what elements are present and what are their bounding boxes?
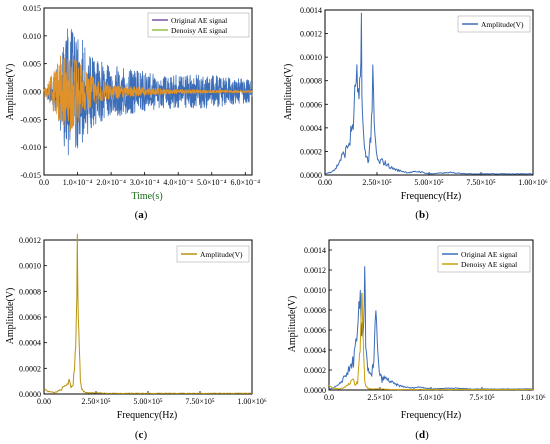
panel-b-ytick-label: 0.0010: [300, 53, 322, 62]
panel-a-ytick-label: 0.000: [23, 88, 41, 97]
panel-a-ytick-label: -0.015: [20, 171, 41, 180]
panel-c-xtick-label: 5.00×10⁵: [133, 397, 163, 406]
panel-c-ytick-label: 0.0000: [19, 390, 41, 399]
panel-a-xtick-label: 4.0×10⁻⁴: [163, 178, 193, 187]
panel-b-xtick-label: 2.50×10⁵: [362, 178, 392, 187]
legend-entry: Amplitude(V): [200, 250, 243, 259]
panel-b-ytick-label: 0.0014: [300, 6, 322, 15]
panel-d-xtick-label: 2.5×10⁵: [367, 393, 393, 402]
panel-a-xlabel: Time(s): [131, 191, 162, 202]
panel-a-xtick-label: 6.0×10⁻⁴: [231, 178, 261, 187]
legend-entry: Original AE signal: [171, 16, 227, 25]
panel-d-xtick-label: 5.0×10⁵: [418, 393, 444, 402]
legend-box: [147, 12, 250, 38]
panel-a-xtick-label: 2.0×10⁻⁴: [96, 178, 126, 187]
series-line-1: [328, 292, 533, 391]
panel-b-label: (b): [415, 209, 429, 221]
panel-a-label: (a): [135, 209, 148, 221]
panel-b-frame: [324, 9, 534, 176]
panel-d-ytick-label: 0.0008: [304, 306, 326, 315]
panel-d-ytick-label: 0.0000: [304, 386, 326, 395]
panel-c-ytick-label: 0.0002: [19, 364, 41, 373]
panel-b-ylabel: Amplitude(V): [283, 64, 294, 121]
panel-d-label: (d): [415, 429, 429, 441]
panel-b-ytick-label: 0.0006: [300, 100, 322, 109]
legend-entry: Denoisy AE signal: [461, 260, 517, 269]
panel-a-ylabel: Amplitude(V): [5, 64, 16, 121]
panel-a-ytick-label: -0.010: [20, 143, 41, 152]
panel-b: Amplitude(V) Frequency(Hz) (b) 0.0014 0.0…: [283, 6, 548, 221]
panel-d-ytick-label: 0.0014: [304, 246, 326, 255]
panel-d-xtick-label: 7.5×10⁵: [469, 393, 495, 402]
legend-box: [176, 245, 250, 263]
panel-d: Amplitude(V) Frequency(Hz) (d) 0.0014 0.0…: [287, 239, 546, 441]
panel-a-ytick-label: 0.015: [23, 4, 41, 13]
panel-a-xtick-label: 0.0: [39, 178, 49, 187]
panel-d-ytick-label: 0.0002: [304, 366, 326, 375]
panel-d-xtick-label: 0.0: [324, 393, 334, 402]
legend-box: [437, 245, 531, 273]
panel-c-xtick-label: 7.50×10⁵: [185, 397, 215, 406]
panel-b-ytick-label: 0.0012: [300, 30, 322, 39]
panel-c-ylabel: Amplitude(V): [5, 288, 16, 345]
legend-entry: Denoisy AE signal: [171, 26, 227, 35]
panel-c-xtick-label: 1.00×10⁶: [237, 397, 267, 406]
panel-c-ytick-label: 0.0004: [19, 339, 41, 348]
series-line-0: [328, 266, 534, 390]
legend-entry: Amplitude(V): [481, 20, 524, 29]
panel-b-ytick-label: 0.0002: [300, 147, 322, 156]
panel-c-xtick-label: 2.50×10⁵: [81, 397, 111, 406]
panel-c-ytick-label: 0.0006: [19, 313, 41, 322]
panel-a-ytick-label: 0.010: [23, 32, 41, 41]
series-line-denoised: [43, 55, 253, 132]
panel-c: Amplitude(V) Frequency(Hz) (c) 0.0012 0.0…: [5, 233, 267, 441]
panel-d-xlabel: Frequency(Hz): [401, 410, 462, 421]
panel-b-xtick-label: 0.00: [318, 178, 332, 187]
panel-c-ytick-label: 0.0012: [19, 236, 41, 245]
panel-c-xlabel: Frequency(Hz): [117, 410, 178, 421]
panel-d-ytick-label: 0.0012: [304, 266, 326, 275]
panel-d-ylabel: Amplitude(V): [287, 296, 298, 353]
panel-b-xtick-label: 1.00×10⁶: [518, 178, 548, 187]
panel-a: Amplitude(V) Time(s) (a) 0.015 0.010 0.005…: [5, 4, 260, 221]
panel-d-ytick-label: 0.0010: [304, 286, 326, 295]
panel-a-xtick-label: 1.0×10⁻⁴: [63, 178, 93, 187]
panel-b-xtick-label: 7.50×10⁵: [466, 178, 496, 187]
panel-c-ytick-label: 0.0010: [19, 262, 41, 271]
panel-b-ytick-label: 0.0008: [300, 77, 322, 86]
legend-entry: Original AE signal: [461, 250, 517, 259]
panel-b-ytick-label: 0.0004: [300, 124, 322, 133]
series-line-0: [43, 233, 253, 394]
series-line-0: [324, 12, 534, 175]
panel-a-xtick-label: 5.0×10⁻⁴: [197, 178, 227, 187]
panel-d-xtick-label: 1.0×10⁶: [520, 393, 546, 402]
series-line-original: [43, 28, 253, 156]
panel-a-xtick-label: 3.0×10⁻⁴: [130, 178, 160, 187]
panel-d-ytick-label: 0.0006: [304, 326, 326, 335]
panel-b-xtick-label: 5.00×10⁵: [414, 178, 444, 187]
legend-box: [457, 15, 531, 33]
panel-d-ytick-label: 0.0004: [304, 346, 326, 355]
panel-b-ytick-label: 0.0000: [300, 171, 322, 180]
panel-c-label: (c): [135, 429, 148, 441]
panel-a-ytick-label: -0.005: [20, 115, 41, 124]
panel-c-xtick-label: 0.00: [37, 397, 51, 406]
panel-a-ytick-label: 0.005: [23, 60, 41, 69]
panel-c-frame: [43, 239, 253, 395]
panel-b-xlabel: Frequency(Hz): [401, 191, 462, 202]
panel-c-ytick-label: 0.0008: [19, 287, 41, 296]
